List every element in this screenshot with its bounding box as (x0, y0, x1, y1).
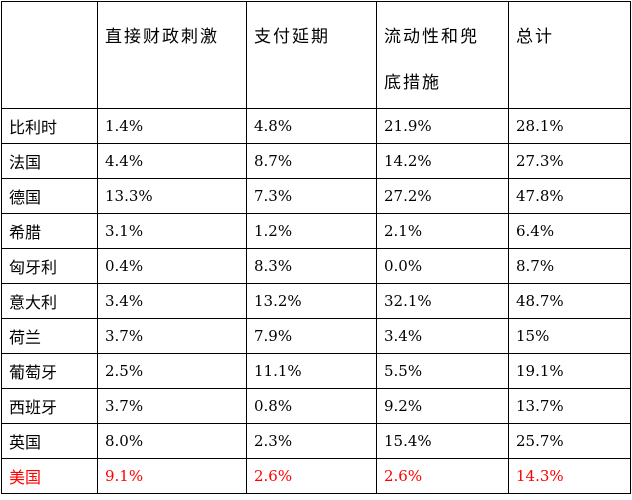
header-cell-direct-stimulus: 直接财政刺激 (97, 1, 247, 109)
table-row: 法国 4.4% 8.7% 14.2% 27.3% (1, 143, 631, 179)
cell-total: 15% (508, 318, 631, 354)
cell-direct-stimulus: 2.5% (97, 353, 247, 389)
cell-payment-deferral: 7.9% (246, 318, 377, 354)
cell-direct-stimulus: 4.4% (97, 143, 247, 179)
cell-liquidity-measures: 27.2% (376, 178, 509, 214)
cell-payment-deferral: 13.2% (246, 283, 377, 319)
cell-payment-deferral: 1.2% (246, 213, 377, 249)
cell-country: 希腊 (1, 213, 98, 249)
table-row: 美国 9.1% 2.6% 2.6% 14.3% (1, 458, 631, 494)
cell-total: 19.1% (508, 353, 631, 389)
cell-country: 比利时 (1, 108, 98, 144)
cell-direct-stimulus: 13.3% (97, 178, 247, 214)
header-cell-payment-deferral: 支付延期 (246, 1, 377, 109)
cell-liquidity-measures: 0.0% (376, 248, 509, 284)
cell-payment-deferral: 7.3% (246, 178, 377, 214)
cell-total: 48.7% (508, 283, 631, 319)
cell-total: 14.3% (508, 458, 631, 494)
cell-payment-deferral: 11.1% (246, 353, 377, 389)
header-cell-liquidity-measures: 流动性和兜 底措施 (376, 1, 509, 109)
cell-country: 美国 (1, 458, 98, 494)
table-row: 比利时 1.4% 4.8% 21.9% 28.1% (1, 108, 631, 144)
header-cell-country (1, 1, 98, 109)
cell-country: 英国 (1, 423, 98, 459)
table-row: 葡萄牙 2.5% 11.1% 5.5% 19.1% (1, 353, 631, 389)
cell-liquidity-measures: 21.9% (376, 108, 509, 144)
cell-direct-stimulus: 1.4% (97, 108, 247, 144)
table-row: 荷兰 3.7% 7.9% 3.4% 15% (1, 318, 631, 354)
cell-liquidity-measures: 9.2% (376, 388, 509, 424)
header-line: 底措施 (384, 73, 441, 93)
cell-country: 葡萄牙 (1, 353, 98, 389)
cell-liquidity-measures: 2.6% (376, 458, 509, 494)
cell-total: 47.8% (508, 178, 631, 214)
cell-payment-deferral: 4.8% (246, 108, 377, 144)
cell-direct-stimulus: 3.1% (97, 213, 247, 249)
table-row: 希腊 3.1% 1.2% 2.1% 6.4% (1, 213, 631, 249)
cell-payment-deferral: 0.8% (246, 388, 377, 424)
cell-payment-deferral: 2.6% (246, 458, 377, 494)
table-row: 德国 13.3% 7.3% 27.2% 47.8% (1, 178, 631, 214)
cell-direct-stimulus: 8.0% (97, 423, 247, 459)
cell-country: 荷兰 (1, 318, 98, 354)
cell-total: 25.7% (508, 423, 631, 459)
cell-total: 6.4% (508, 213, 631, 249)
table-row: 英国 8.0% 2.3% 15.4% 25.7% (1, 423, 631, 459)
header-line: 流动性和兜 (384, 27, 479, 47)
cell-direct-stimulus: 3.7% (97, 318, 247, 354)
cell-liquidity-measures: 3.4% (376, 318, 509, 354)
cell-direct-stimulus: 3.4% (97, 283, 247, 319)
cell-direct-stimulus: 0.4% (97, 248, 247, 284)
table-header-row: 直接财政刺激 支付延期 流动性和兜 底措施 总计 (1, 1, 631, 109)
cell-liquidity-measures: 2.1% (376, 213, 509, 249)
cell-total: 13.7% (508, 388, 631, 424)
cell-country: 德国 (1, 178, 98, 214)
cell-country: 西班牙 (1, 388, 98, 424)
cell-liquidity-measures: 5.5% (376, 353, 509, 389)
cell-payment-deferral: 2.3% (246, 423, 377, 459)
cell-total: 28.1% (508, 108, 631, 144)
cell-direct-stimulus: 9.1% (97, 458, 247, 494)
cell-total: 27.3% (508, 143, 631, 179)
cell-country: 意大利 (1, 283, 98, 319)
table-row: 意大利 3.4% 13.2% 32.1% 48.7% (1, 283, 631, 319)
cell-liquidity-measures: 14.2% (376, 143, 509, 179)
table-row: 匈牙利 0.4% 8.3% 0.0% 8.7% (1, 248, 631, 284)
cell-liquidity-measures: 15.4% (376, 423, 509, 459)
cell-country: 法国 (1, 143, 98, 179)
cell-payment-deferral: 8.3% (246, 248, 377, 284)
cell-direct-stimulus: 3.7% (97, 388, 247, 424)
header-cell-total: 总计 (508, 1, 631, 109)
cell-payment-deferral: 8.7% (246, 143, 377, 179)
table-row: 西班牙 3.7% 0.8% 9.2% 13.7% (1, 388, 631, 424)
cell-total: 8.7% (508, 248, 631, 284)
cell-liquidity-measures: 32.1% (376, 283, 509, 319)
cell-country: 匈牙利 (1, 248, 98, 284)
